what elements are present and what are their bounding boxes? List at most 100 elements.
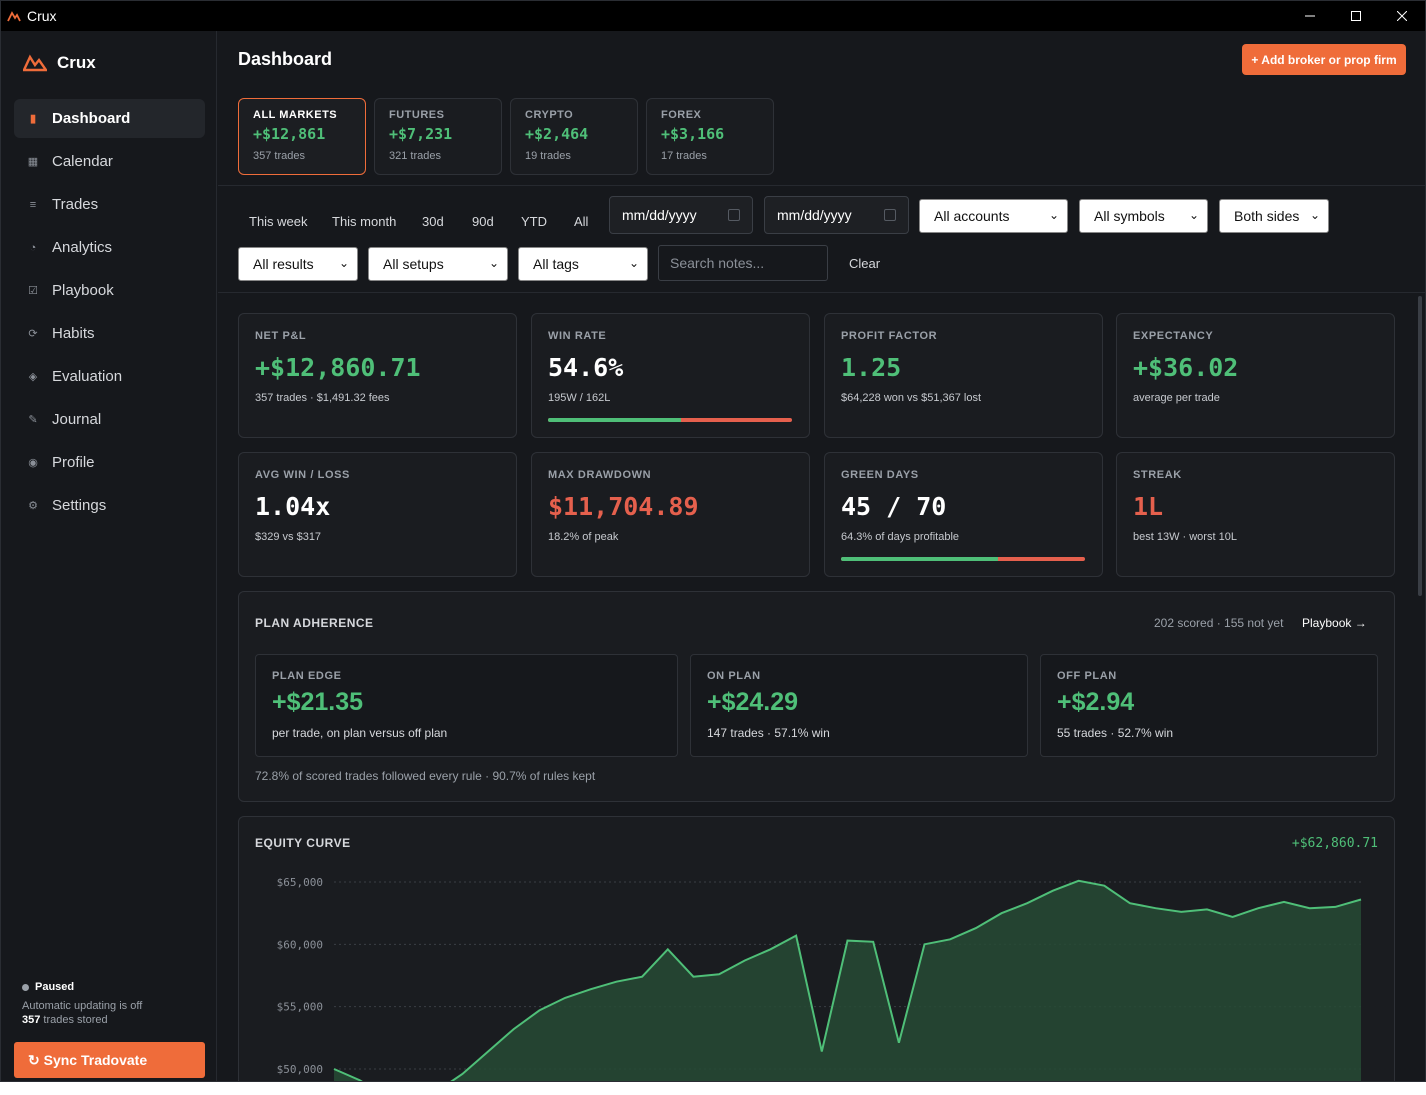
streak-sub: best 13W · worst 10L	[1133, 531, 1237, 543]
accounts-select[interactable]: All accounts ⌄	[919, 199, 1068, 233]
results-select[interactable]: All results ⌄	[238, 247, 358, 281]
main-content: Dashboard + Add broker or prop firm ALL …	[218, 31, 1425, 1081]
date-from-input[interactable]: mm/dd/yyyy	[609, 196, 753, 234]
on-plan-label: ON PLAN	[707, 670, 761, 682]
sidebar-item-evaluation[interactable]: ◈ Evaluation	[14, 357, 205, 396]
filter-all[interactable]: All	[574, 214, 589, 229]
market-tab-all-markets[interactable]: ALL MARKETS +$12,861 357 trades	[238, 98, 366, 175]
tags-select[interactable]: All tags ⌄	[518, 247, 648, 281]
divider	[218, 185, 1425, 186]
symbols-select[interactable]: All symbols ⌄	[1079, 199, 1208, 233]
calendar-icon[interactable]	[728, 209, 740, 221]
chevron-down-icon: ⌄	[1048, 208, 1059, 222]
status-trades: 357 trades stored	[22, 1014, 108, 1026]
max-drawdown-sub: 18.2% of peak	[548, 531, 619, 543]
plan-edge-sub: per trade, on plan versus off plan	[272, 726, 448, 740]
sync-tradovate-button[interactable]: ↻ Sync Tradovate	[14, 1042, 205, 1078]
chevron-down-icon: ⌄	[628, 256, 639, 270]
add-broker-button[interactable]: + Add broker or prop firm	[1242, 44, 1406, 75]
market-tab-value: +$12,861	[253, 125, 326, 143]
app-logo-icon	[7, 11, 21, 22]
filter-30d[interactable]: 30d	[422, 214, 444, 229]
sidebar-item-label: Trades	[52, 196, 99, 213]
sidebar-item-label: Playbook	[52, 282, 114, 299]
pen-icon: ✎	[28, 414, 38, 426]
date-to-input[interactable]: mm/dd/yyyy	[764, 196, 909, 234]
equity-curve-total: +$62,860.71	[1291, 836, 1378, 851]
win-rate-value: 54.6%	[548, 353, 624, 382]
market-tab-futures[interactable]: FUTURES +$7,231 321 trades	[374, 98, 502, 175]
brand[interactable]: Crux	[23, 53, 96, 73]
max-drawdown-value: $11,704.89	[548, 492, 699, 521]
sidebar-item-calendar[interactable]: ▦ Calendar	[14, 142, 205, 181]
minimize-icon[interactable]	[1287, 1, 1333, 31]
on-plan-sub: 147 trades · 57.1% win	[707, 726, 830, 740]
market-tab-crypto[interactable]: CRYPTO +$2,464 19 trades	[510, 98, 638, 175]
sidebar-item-profile[interactable]: ◉ Profile	[14, 443, 205, 482]
profit-factor-card: PROFIT FACTOR 1.25 $64,228 won vs $51,36…	[824, 313, 1103, 438]
filter-ytd[interactable]: YTD	[521, 214, 547, 229]
sidebar-item-settings[interactable]: ⚙ Settings	[14, 486, 205, 525]
plan-edge-card: PLAN EDGE +$21.35 per trade, on plan ver…	[255, 654, 678, 757]
win-rate-sub: 195W / 162L	[548, 392, 611, 404]
refresh-icon: ⟳	[28, 328, 38, 340]
status-dot-icon	[22, 983, 29, 991]
plan-adherence-meta: 202 scored · 155 not yet	[1154, 616, 1284, 630]
market-tab-value: +$3,166	[661, 125, 725, 143]
equity-curve-chart: $65,000 $60,000 $55,000 $50,000	[277, 876, 1362, 1081]
streak-label: STREAK	[1133, 469, 1182, 481]
green-days-card: GREEN DAYS 45 / 70 64.3% of days profita…	[824, 452, 1103, 577]
sidebar-item-journal[interactable]: ✎ Journal	[14, 400, 205, 439]
calendar-icon[interactable]	[884, 209, 896, 221]
sidebar-item-habits[interactable]: ⟳ Habits	[14, 314, 205, 353]
page-title: Dashboard	[238, 49, 333, 69]
avg-win-loss-card: AVG WIN / LOSS 1.04x $329 vs $317	[238, 452, 517, 577]
scrollbar[interactable]	[1418, 296, 1422, 596]
sidebar-item-playbook[interactable]: ☑ Playbook	[14, 271, 205, 310]
expectancy-label: EXPECTANCY	[1133, 330, 1214, 342]
expectancy-sub: average per trade	[1133, 392, 1220, 404]
sidebar-item-label: Profile	[52, 454, 95, 471]
y-tick-label: $65,000	[277, 876, 323, 889]
y-tick-label: $60,000	[277, 938, 323, 951]
divider	[218, 292, 1425, 293]
title-bar: Crux	[1, 1, 1425, 31]
plan-adherence-panel: PLAN ADHERENCE 202 scored · 155 not yet …	[238, 591, 1395, 802]
filter-this-week[interactable]: This week	[249, 214, 308, 229]
filter-this-month[interactable]: This month	[332, 214, 397, 229]
market-tab-count: 19 trades	[525, 150, 571, 162]
green-days-bar-fill	[841, 557, 998, 561]
search-notes-input[interactable]: Search notes...	[658, 245, 828, 281]
market-tabs: ALL MARKETS +$12,861 357 trades FUTURES +$7,…	[238, 98, 782, 175]
sidebar-item-label: Habits	[52, 325, 95, 342]
equity-curve-title: EQUITY CURVE	[255, 836, 351, 850]
status-note: Automatic updating is off	[22, 1000, 143, 1012]
market-tab-value: +$7,231	[389, 125, 453, 143]
setups-select[interactable]: All setups ⌄	[368, 247, 508, 281]
net-pnl-card: NET P&L +$12,860.71 357 trades · $1,491.…	[238, 313, 517, 438]
max-drawdown-card: MAX DRAWDOWN $11,704.89 18.2% of peak	[531, 452, 810, 577]
sidebar-item-trades[interactable]: ≡ Trades	[14, 185, 205, 224]
plan-edge-value: +$21.35	[272, 688, 364, 716]
off-plan-card: OFF PLAN +$2.94 55 trades · 52.7% win	[1040, 654, 1378, 757]
equity-curve-panel: $65,000 $60,000 $55,000 $50,000 EQUITY CURV…	[238, 816, 1395, 1081]
filter-bar: This week This month 30d 90d YTD All mm/…	[218, 186, 1425, 292]
filter-90d[interactable]: 90d	[472, 214, 494, 229]
close-icon[interactable]	[1379, 1, 1425, 31]
plan-adherence-footer: 72.8% of scored trades followed every ru…	[255, 769, 596, 783]
market-tab-forex[interactable]: FOREX +$3,166 17 trades	[646, 98, 774, 175]
playbook-link[interactable]: Playbook →	[1302, 616, 1367, 630]
sidebar-item-label: Settings	[52, 497, 107, 514]
sidebar-item-analytics[interactable]: ◔ Analytics	[14, 228, 205, 267]
net-pnl-value: +$12,860.71	[255, 353, 421, 382]
chevron-down-icon: ⌄	[338, 256, 349, 270]
clear-filters-button[interactable]: Clear	[849, 256, 881, 271]
win-rate-bar-fill	[548, 418, 682, 422]
sidebar-item-dashboard[interactable]: ▮ Dashboard	[14, 99, 205, 138]
sides-select[interactable]: Both sides ⌄	[1219, 199, 1329, 233]
brand-name: Crux	[57, 53, 96, 72]
green-days-sub: 64.3% of days profitable	[841, 531, 960, 543]
maximize-icon[interactable]	[1333, 1, 1379, 31]
off-plan-sub: 55 trades · 52.7% win	[1057, 726, 1174, 740]
